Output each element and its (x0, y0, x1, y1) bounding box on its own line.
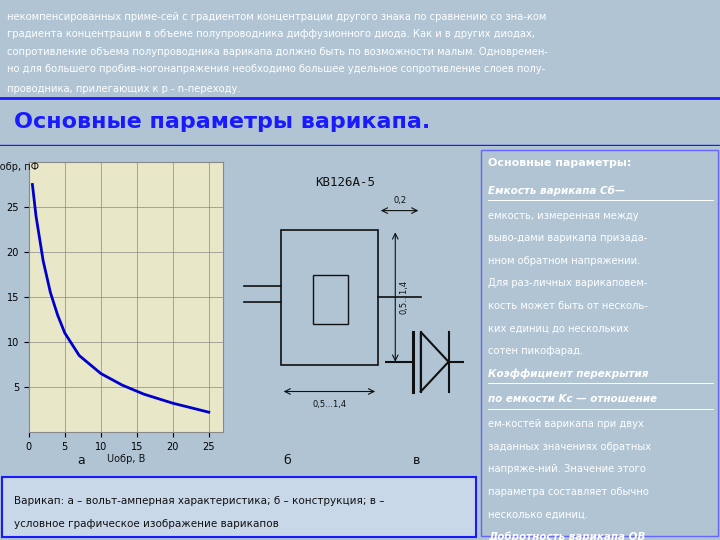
Text: выво-дами варикапа призада-: выво-дами варикапа призада- (488, 233, 648, 244)
Text: заданных значениях обратных: заданных значениях обратных (488, 442, 652, 452)
Text: а: а (78, 454, 85, 467)
Text: сопротивление объема полупроводника варикапа должно быть по возможности малым. О: сопротивление объема полупроводника вари… (7, 46, 548, 57)
Text: ких единиц до нескольких: ких единиц до нескольких (488, 323, 629, 333)
Text: КВ126А-5: КВ126А-5 (315, 176, 376, 188)
Text: 0,5...1,4: 0,5...1,4 (312, 400, 346, 409)
Text: Для раз-личных варикаповем-: Для раз-личных варикаповем- (488, 278, 648, 288)
Text: Емкость варикапа Сб—: Емкость варикапа Сб— (488, 185, 626, 195)
Text: градиента концентрации в объеме полупроводника диффузионного диода. Как и в друг: градиента концентрации в объеме полупров… (7, 29, 535, 39)
X-axis label: Uобр, В: Uобр, В (107, 455, 145, 464)
Text: б: б (284, 454, 291, 467)
Text: Добротность варикапа QB: Добротность варикапа QB (488, 532, 646, 540)
Text: 0,2: 0,2 (393, 196, 406, 205)
Text: Варикап: а – вольт-амперная характеристика; б – конструкция; в –: Варикап: а – вольт-амперная характеристи… (14, 496, 385, 506)
Text: условное графическое изображение варикапов: условное графическое изображение варикап… (14, 519, 279, 529)
Text: проводника, прилегающих к p - n-переходу.: проводника, прилегающих к p - n-переходу… (7, 84, 240, 93)
Text: Собр, пФ: Собр, пФ (0, 162, 39, 172)
Text: ем-костей варикапа при двух: ем-костей варикапа при двух (488, 420, 644, 429)
Text: по емкости Kc — отношение: по емкости Kc — отношение (488, 394, 657, 404)
Bar (313, 275, 348, 324)
Text: напряже-ний. Значение этого: напряже-ний. Значение этого (488, 464, 647, 474)
Text: Коэффициент перекрытия: Коэффициент перекрытия (488, 368, 649, 379)
Bar (281, 230, 378, 364)
Text: в: в (413, 454, 420, 467)
Text: кость может быть от несколь-: кость может быть от несколь- (488, 301, 648, 310)
Text: 0,5...1,4: 0,5...1,4 (400, 280, 409, 314)
Text: но для большего пробив-ногонапряжения необходимо большее удельное сопротивление : но для большего пробив-ногонапряжения не… (7, 64, 546, 74)
Text: несколько единиц.: несколько единиц. (488, 509, 588, 519)
Text: некомпенсированных приме-сей с градиентом концентрации другого знака по сравнени: некомпенсированных приме-сей с градиенто… (7, 12, 546, 22)
Text: Основные параметры:: Основные параметры: (488, 158, 632, 167)
Text: нном обратном напряжении.: нном обратном напряжении. (488, 256, 641, 266)
Text: Основные параметры варикапа.: Основные параметры варикапа. (14, 111, 431, 132)
Text: параметра составляет обычно: параметра составляет обычно (488, 487, 649, 497)
Text: сотен пикофарад.: сотен пикофарад. (488, 346, 584, 356)
Text: емкость, измеренная между: емкость, измеренная между (488, 211, 639, 221)
